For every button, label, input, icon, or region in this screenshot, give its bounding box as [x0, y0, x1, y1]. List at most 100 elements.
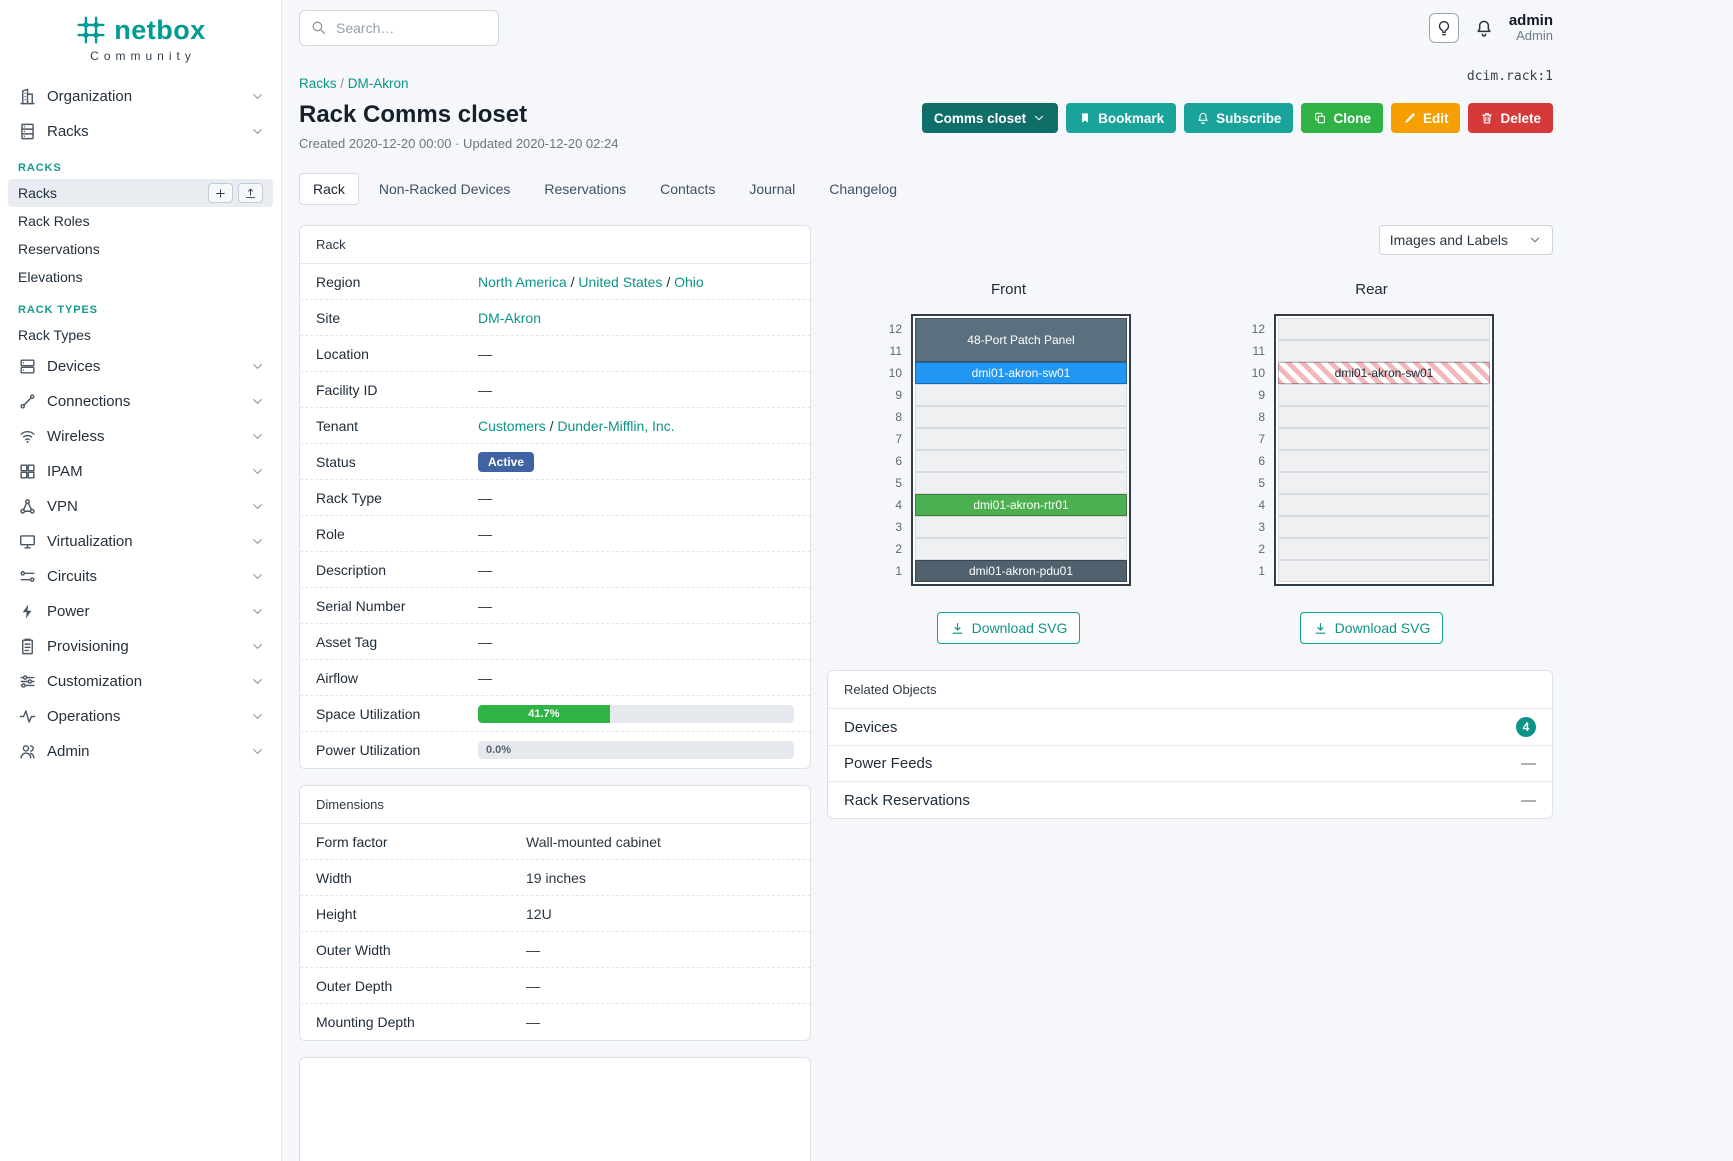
unit-number: 10	[1251, 366, 1265, 380]
rack-unit-slot[interactable]	[1278, 428, 1490, 450]
utilization-bar: 0.0%	[478, 741, 794, 759]
related-row-rack-reservations[interactable]: Rack Reservations —	[828, 782, 1552, 818]
rack-unit-slot[interactable]	[1278, 516, 1490, 538]
rack-device[interactable]: 48-Port Patch Panel	[915, 318, 1127, 362]
edit-button[interactable]: Edit	[1390, 103, 1461, 133]
rack-device[interactable]: dmi01-akron-rtr01	[915, 494, 1127, 516]
sidebar-item-racks[interactable]: Racks	[8, 179, 273, 207]
tab-changelog[interactable]: Changelog	[829, 181, 898, 197]
user-name: admin	[1508, 11, 1553, 29]
unit-number: 9	[1258, 388, 1265, 402]
attr-row-form-factor: Form factor Wall-mounted cabinet	[300, 824, 810, 860]
link-dunder-mifflin-inc[interactable]: Dunder-Mifflin, Inc.	[557, 417, 675, 434]
sidebar-item-provisioning[interactable]: Provisioning	[0, 629, 281, 664]
sidebar-item-circuits[interactable]: Circuits	[0, 559, 281, 594]
rack-unit-slot[interactable]	[915, 428, 1127, 450]
download-svg-button[interactable]: Download SVG	[936, 612, 1081, 644]
rack-unit-slot[interactable]	[915, 450, 1127, 472]
link-customers[interactable]: Customers	[478, 417, 546, 434]
unit-number: 8	[1258, 410, 1265, 424]
rack-device[interactable]: dmi01-akron-sw01	[1278, 362, 1490, 384]
sidebar-item-organization[interactable]: Organization	[0, 79, 281, 114]
rack-unit-slot[interactable]	[1278, 494, 1490, 516]
rack-unit-slot[interactable]	[1278, 450, 1490, 472]
clone-button[interactable]: Clone	[1301, 103, 1383, 133]
rack-unit-slot[interactable]	[1278, 406, 1490, 428]
sidebar-item-reservations[interactable]: Reservations	[8, 235, 273, 263]
sidebar-item-label: VPN	[47, 498, 78, 515]
add-rack-button[interactable]	[208, 183, 233, 203]
sidebar-item-label: Devices	[47, 358, 101, 375]
search-input[interactable]	[299, 10, 499, 46]
rack-panel: Rack Region North America / United States…	[299, 225, 811, 769]
delete-button[interactable]: Delete	[1468, 103, 1553, 133]
link-ohio[interactable]: Ohio	[674, 273, 704, 290]
sidebar-item-vpn[interactable]: VPN	[0, 489, 281, 524]
sidebar-item-customization[interactable]: Customization	[0, 664, 281, 699]
tab-journal[interactable]: Journal	[749, 181, 796, 197]
rack-unit-slot[interactable]	[1278, 538, 1490, 560]
sidebar-item-rack-roles[interactable]: Rack Roles	[8, 207, 273, 235]
chevron-down-icon	[250, 429, 265, 444]
tab-reservations[interactable]: Reservations	[544, 181, 627, 197]
sidebar-item-admin[interactable]: Admin	[0, 734, 281, 769]
brand-home-link[interactable]: netbox Community	[0, 0, 281, 65]
notifications-bell-icon[interactable]	[1474, 18, 1494, 38]
theme-toggle-button[interactable]	[1428, 13, 1459, 43]
images-labels-label: Images and Labels	[1389, 232, 1508, 248]
sidebar-item-connections[interactable]: Connections	[0, 384, 281, 419]
import-racks-button[interactable]	[238, 183, 263, 203]
related-row-devices[interactable]: Devices 4	[828, 709, 1552, 746]
rack-unit-slot[interactable]	[915, 472, 1127, 494]
sidebar-item-devices[interactable]: Devices	[0, 349, 281, 384]
page-content: Racks / DM-Akron dcim.rack:1 Rack Comms …	[282, 56, 1733, 1161]
sidebar-item-power[interactable]: Power	[0, 594, 281, 629]
rack-unit-slot[interactable]	[915, 516, 1127, 538]
rack-unit-slot[interactable]	[915, 406, 1127, 428]
tab-rack[interactable]: Rack	[299, 173, 359, 205]
admin-icon	[18, 742, 37, 761]
attr-value: —	[526, 978, 794, 994]
related-row-power-feeds[interactable]: Power Feeds —	[828, 746, 1552, 782]
brand-name: netbox	[114, 14, 206, 45]
attr-plain-value: —	[526, 977, 540, 994]
rack-device[interactable]: dmi01-akron-sw01	[915, 362, 1127, 384]
sidebar-item-elevations[interactable]: Elevations	[8, 263, 273, 291]
rack-unit-slot[interactable]	[915, 538, 1127, 560]
rack-device[interactable]: dmi01-akron-pdu01	[915, 560, 1127, 582]
sidebar-item-rack-types[interactable]: Rack Types	[8, 321, 273, 349]
subscribe-button[interactable]: Subscribe	[1184, 103, 1294, 133]
rack-unit-slot[interactable]	[1278, 384, 1490, 406]
sidebar-item-ipam[interactable]: IPAM	[0, 454, 281, 489]
rack-unit-slot[interactable]	[1278, 560, 1490, 582]
related-empty-value: —	[1521, 791, 1536, 809]
sidebar-item-virtualization[interactable]: Virtualization	[0, 524, 281, 559]
images-labels-select[interactable]: Images and Labels	[1378, 225, 1553, 255]
user-menu[interactable]: admin Admin	[1509, 12, 1553, 44]
sidebar-item-operations[interactable]: Operations	[0, 699, 281, 734]
state-dropdown-button[interactable]: Comms closet	[921, 103, 1059, 133]
rack-unit-slot[interactable]	[1278, 472, 1490, 494]
attr-plain-value: —	[478, 633, 492, 650]
link-united-states[interactable]: United States	[578, 273, 663, 290]
sidebar-item-label: Organization	[47, 88, 133, 105]
bookmark-button[interactable]: Bookmark	[1066, 103, 1177, 133]
link-north-america[interactable]: North America	[478, 273, 567, 290]
tab-contacts[interactable]: Contacts	[660, 181, 716, 197]
download-svg-button[interactable]: Download SVG	[1299, 612, 1444, 644]
attr-value: 41.7%	[478, 704, 794, 723]
sidebar: netbox Community Organization Racks RACKS R…	[0, 0, 282, 1161]
unit-number: 6	[895, 454, 902, 468]
sidebar-item-racks[interactable]: Racks	[0, 114, 281, 149]
rack-unit-slot[interactable]	[915, 384, 1127, 406]
rack-unit-slot[interactable]	[1278, 318, 1490, 340]
link-dm-akron[interactable]: DM-Akron	[478, 309, 542, 326]
breadcrumb-link-racks[interactable]: Racks	[299, 76, 337, 91]
unit-number: 5	[1258, 476, 1265, 490]
rack-unit-slot[interactable]	[1278, 340, 1490, 362]
breadcrumb-link-dm-akron[interactable]: DM-Akron	[347, 76, 409, 91]
related-label: Power Feeds	[844, 755, 933, 772]
front-elevation: Front 12 11 10 9 8 7 6 5 4 3 2 1 48-Port Patch Panel d…	[827, 281, 1190, 644]
tab-non-racked-devices[interactable]: Non-Racked Devices	[378, 181, 511, 197]
sidebar-item-wireless[interactable]: Wireless	[0, 419, 281, 454]
